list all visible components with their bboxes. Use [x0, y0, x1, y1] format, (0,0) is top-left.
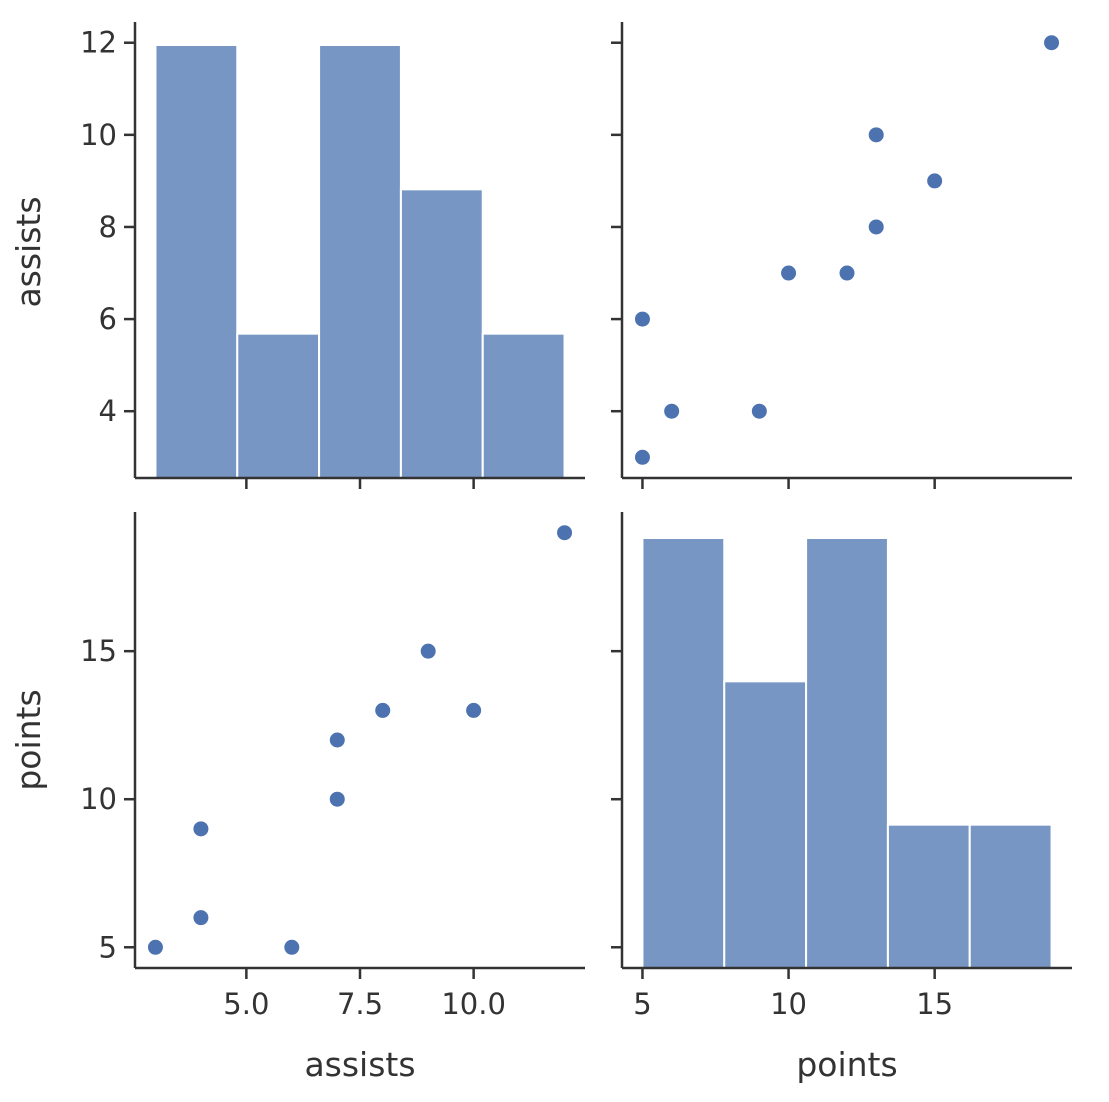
panel-points-assists-point [328, 731, 346, 749]
y-tick-label: 4 [99, 394, 117, 428]
x-tick-label: 7.5 [337, 987, 383, 1021]
panel-points-assists-point [283, 938, 301, 956]
panel-assists-points-point [867, 218, 885, 236]
panel-assists-points-point [750, 402, 768, 420]
x-tick-label: 10.0 [441, 987, 506, 1021]
panel-points-assists-point [146, 938, 164, 956]
x-label-points: points [796, 1045, 897, 1084]
panel-points-points-hist-bar [968, 823, 1053, 970]
panel-assists-points-point [663, 402, 681, 420]
panel-assists-assists-hist-bar [318, 44, 402, 479]
y-tick-label: 6 [99, 302, 117, 336]
x-tick-label: 5 [633, 987, 651, 1021]
panel-assists-points-point [867, 126, 885, 144]
x-tick-label: 5.0 [223, 987, 269, 1021]
panel-points-assists-point [556, 524, 574, 542]
panel-assists-points-point [1043, 34, 1061, 52]
panel-assists-assists-hist-bar [481, 332, 566, 479]
panel-points-assists-point [419, 642, 437, 660]
panel-points-assists-point [465, 701, 483, 719]
panel-assists-points-point [780, 264, 798, 282]
panel-points-points-hist-bar [886, 823, 971, 970]
y-tick-label: 5 [99, 930, 117, 964]
y-label-points: points [9, 689, 48, 790]
x-tick-label: 10 [770, 987, 807, 1021]
panel-points-points-hist-bar [723, 680, 808, 969]
panel-points-assists-point [192, 909, 210, 927]
panel-assists-points-point [633, 310, 651, 328]
x-label-assists: assists [304, 1045, 415, 1084]
panel-assists-points-point [926, 172, 944, 190]
panel-assists-points-point [633, 448, 651, 466]
panel-assists-assists-hist-bar [154, 44, 239, 479]
panel-points-assists-point [374, 701, 392, 719]
panel-points-points-hist-bar [641, 537, 726, 969]
y-tick-label: 10 [80, 118, 117, 152]
y-tick-label: 12 [80, 26, 117, 60]
panel-assists-points-point [838, 264, 856, 282]
panel-points-assists-point [192, 820, 210, 838]
panel-points-assists-point [328, 790, 346, 808]
y-label-assists: assists [9, 196, 48, 307]
x-tick-label: 15 [916, 987, 953, 1021]
y-tick-label: 8 [99, 210, 117, 244]
y-tick-label: 15 [80, 634, 117, 668]
panel-assists-assists-hist-bar [236, 332, 321, 479]
y-tick-label: 10 [80, 782, 117, 816]
panel-assists-assists-hist-bar [399, 188, 484, 479]
panel-points-points-hist-bar [805, 537, 889, 969]
